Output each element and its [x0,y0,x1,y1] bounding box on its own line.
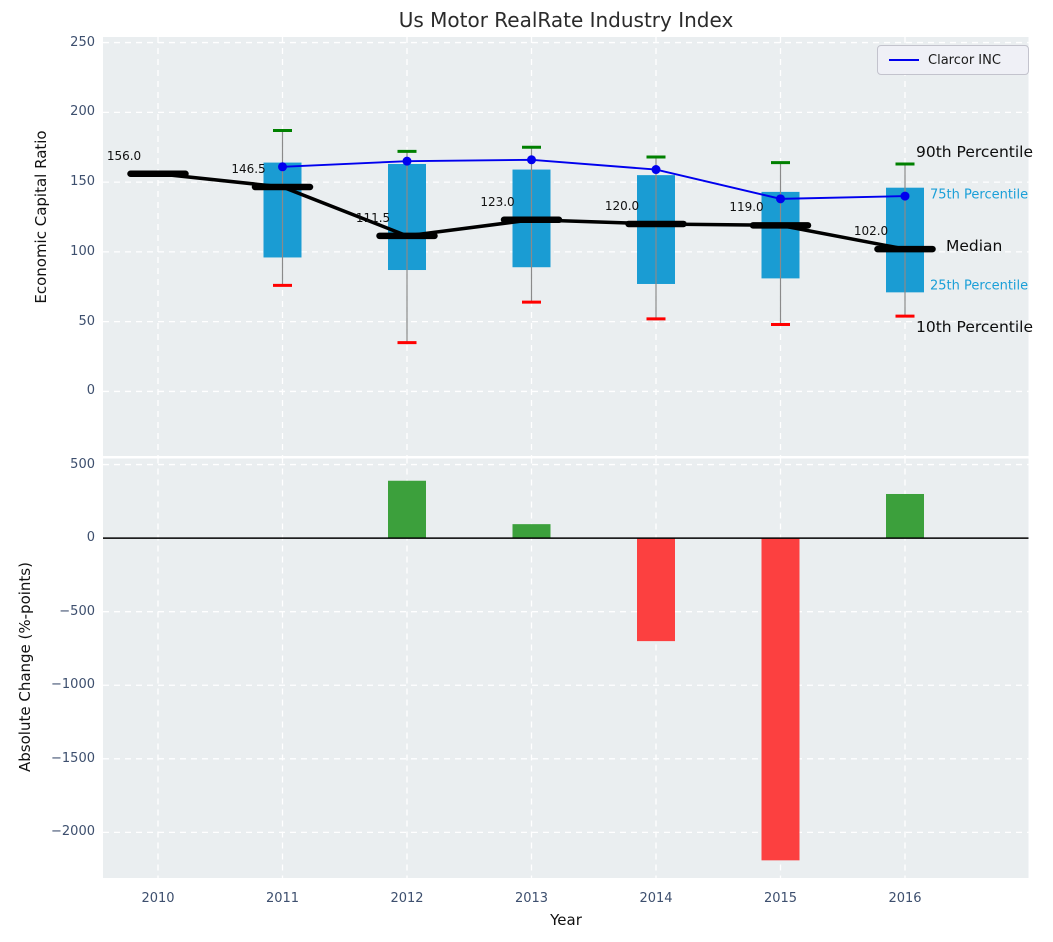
top-y-axis-label: Economic Capital Ratio [32,130,50,304]
median-value-label: 120.0 [604,198,640,213]
legend: Clarcor INC [877,45,1029,75]
median-value-label: 123.0 [480,194,515,209]
median-value-label: 156.0 [106,148,142,163]
top-y-tick: 50 [78,313,95,329]
top-plot-background [103,37,1029,457]
top-y-tick: 250 [70,34,95,50]
x-tick-year: 2011 [265,891,300,906]
legend-label: Clarcor INC [928,52,1001,68]
x-tick-year: 2014 [639,891,673,906]
clarcor-marker [900,191,910,201]
bottom-y-tick: −500 [59,603,95,619]
annotation-median: Median [946,237,1003,255]
x-tick-year: 2013 [514,891,549,906]
median-value-label: 102.0 [853,224,889,239]
clarcor-line [282,158,906,200]
median-value-label: 111.5 [355,210,391,225]
annotation-10th-percentile: 10th Percentile [916,318,1034,336]
bar-positive [388,480,426,539]
bar-negative [761,538,800,861]
bar-negative [637,538,675,642]
top-y-tick: 200 [70,104,95,120]
clarcor-marker [651,165,661,175]
clarcor-marker [527,155,536,165]
x-axis-label: Year [550,911,582,929]
legend-line-icon [889,59,919,61]
bottom-plot-background [103,457,1029,878]
clarcor-marker [776,194,785,204]
bottom-y-tick: 500 [70,456,95,472]
bottom-y-tick: −1500 [51,750,95,766]
clarcor-marker [278,162,287,172]
top-y-tick: 0 [86,383,95,399]
bottom-y-tick: 0 [86,530,95,546]
bottom-y-tick: −2000 [51,824,95,840]
bottom-y-tick: −1000 [51,677,95,693]
top-y-tick: 150 [70,174,95,190]
x-tick-year: 2016 [888,891,922,906]
median-value-label: 146.5 [231,162,266,176]
bar-positive [512,524,551,539]
bar-positive [886,493,924,539]
chart-title: Us Motor RealRate Industry Index [398,8,734,32]
bottom-y-axis-label: Absolute Change (%-points) [16,562,34,772]
x-tick-year: 2015 [763,891,798,906]
median-value-label: 119.0 [729,200,764,215]
x-tick-year: 2012 [390,891,424,906]
annotation-75th-percentile: 75th Percentile [930,187,1029,203]
top-y-tick: 100 [70,243,95,259]
annotation-90th-percentile: 90th Percentile [916,143,1034,161]
annotation-25th-percentile: 25th Percentile [930,278,1029,294]
clarcor-marker [402,156,412,166]
x-tick-year: 2010 [141,891,175,906]
